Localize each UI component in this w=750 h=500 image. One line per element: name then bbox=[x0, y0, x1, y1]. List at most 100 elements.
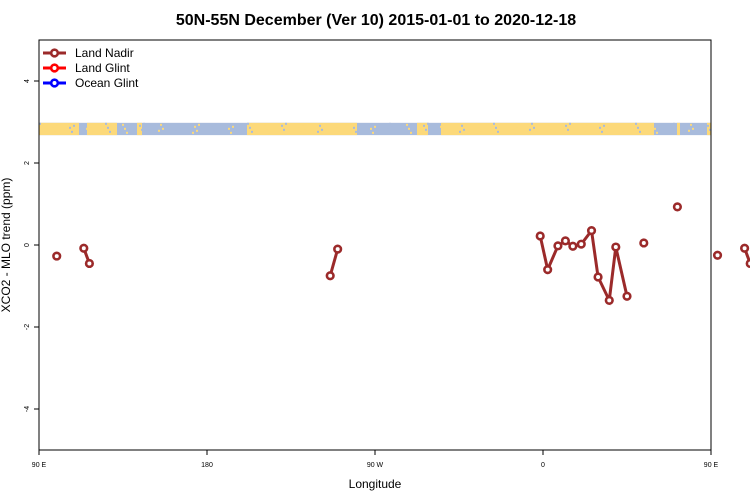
data-point bbox=[672, 202, 683, 212]
coast-speck bbox=[675, 126, 677, 129]
legend-label: Land Nadir bbox=[75, 46, 134, 60]
coast-speck bbox=[582, 125, 584, 128]
coast-speck bbox=[410, 131, 412, 134]
coast-speck bbox=[567, 128, 569, 131]
coast-speck bbox=[228, 127, 230, 130]
coast-speck bbox=[656, 131, 658, 134]
land-ocean-strip bbox=[39, 122, 711, 136]
coast-speck bbox=[442, 129, 444, 132]
coast-speck bbox=[639, 130, 641, 133]
coast-speck bbox=[86, 127, 88, 130]
coast-speck bbox=[247, 122, 249, 125]
coast-speck bbox=[353, 126, 355, 129]
coast-speck bbox=[211, 126, 213, 129]
coast-speck bbox=[569, 122, 571, 125]
data-point bbox=[325, 271, 335, 281]
data-point bbox=[543, 265, 553, 275]
coast-speck bbox=[692, 127, 694, 130]
series-layer bbox=[52, 202, 750, 306]
chart-title: 50N-55N December (Ver 10) 2015-01-01 to … bbox=[176, 12, 576, 29]
coast-speck bbox=[52, 125, 54, 128]
data-point bbox=[560, 236, 571, 246]
coast-speck bbox=[179, 128, 181, 131]
coast-speck bbox=[105, 122, 107, 125]
coast-speck bbox=[391, 126, 393, 129]
coast-speck bbox=[109, 130, 111, 133]
land-band bbox=[441, 122, 654, 136]
coast-speck bbox=[69, 126, 71, 129]
coast-speck bbox=[334, 131, 336, 134]
coast-speck bbox=[281, 124, 283, 127]
coast-speck bbox=[215, 124, 217, 127]
data-point bbox=[84, 258, 94, 269]
coast-speck bbox=[39, 122, 41, 125]
x-tick-label: 90 E bbox=[32, 462, 47, 469]
coast-speck bbox=[304, 127, 306, 130]
coast-speck bbox=[387, 128, 389, 131]
land-band bbox=[87, 122, 117, 136]
coast-speck bbox=[319, 124, 321, 127]
coast-speck bbox=[707, 124, 709, 127]
coast-speck bbox=[71, 130, 73, 133]
coast-speck bbox=[480, 129, 482, 132]
coast-speck bbox=[249, 126, 251, 129]
coast-speck bbox=[285, 122, 287, 125]
coast-speck bbox=[463, 128, 465, 131]
data-point bbox=[593, 272, 603, 282]
coast-speck bbox=[531, 122, 533, 125]
coast-speck bbox=[266, 127, 268, 130]
coast-speck bbox=[56, 123, 58, 126]
legend-label: Land Glint bbox=[75, 61, 130, 75]
coast-speck bbox=[73, 124, 75, 127]
coast-speck bbox=[107, 126, 109, 129]
land-band bbox=[39, 122, 79, 136]
data-point bbox=[745, 258, 750, 269]
data-point bbox=[622, 291, 632, 301]
coast-speck bbox=[550, 127, 552, 130]
coast-speck bbox=[336, 125, 338, 128]
coast-speck bbox=[321, 128, 323, 131]
coast-speck bbox=[673, 122, 675, 125]
y-tick-label: 0 bbox=[24, 243, 31, 247]
coast-speck bbox=[601, 130, 603, 133]
coast-speck bbox=[194, 125, 196, 128]
coast-speck bbox=[145, 126, 147, 129]
coast-speck bbox=[90, 125, 92, 128]
coast-speck bbox=[444, 123, 446, 126]
coast-speck bbox=[54, 129, 56, 132]
coast-speck bbox=[88, 131, 90, 134]
coast-speck bbox=[493, 122, 495, 125]
y-tick-label: 4 bbox=[24, 79, 31, 83]
coast-speck bbox=[232, 125, 234, 128]
coast-speck bbox=[143, 122, 145, 125]
coast-speck bbox=[198, 123, 200, 126]
land-band bbox=[247, 122, 357, 136]
coast-speck bbox=[141, 128, 143, 131]
coast-speck bbox=[370, 127, 372, 130]
data-point bbox=[333, 244, 343, 254]
coast-speck bbox=[427, 122, 429, 125]
coast-speck bbox=[476, 131, 478, 134]
coast-speck bbox=[565, 124, 567, 127]
x-tick-label: 90 E bbox=[704, 462, 719, 469]
coast-speck bbox=[514, 131, 516, 134]
coast-speck bbox=[546, 129, 548, 132]
coast-speck bbox=[298, 125, 300, 128]
data-point bbox=[712, 250, 723, 260]
series-line bbox=[328, 248, 340, 277]
legend-marker bbox=[49, 63, 60, 73]
coast-speck bbox=[338, 129, 340, 132]
coast-speck bbox=[158, 129, 160, 132]
data-point bbox=[79, 243, 89, 253]
data-point bbox=[535, 231, 545, 241]
coast-speck bbox=[408, 127, 410, 130]
coast-speck bbox=[495, 126, 497, 129]
x-axis-label: Longitude bbox=[349, 477, 402, 491]
y-tick-label: 2 bbox=[24, 161, 31, 165]
coast-speck bbox=[586, 123, 588, 126]
coast-speck bbox=[635, 122, 637, 125]
coast-speck bbox=[162, 127, 164, 130]
coast-speck bbox=[192, 131, 194, 134]
